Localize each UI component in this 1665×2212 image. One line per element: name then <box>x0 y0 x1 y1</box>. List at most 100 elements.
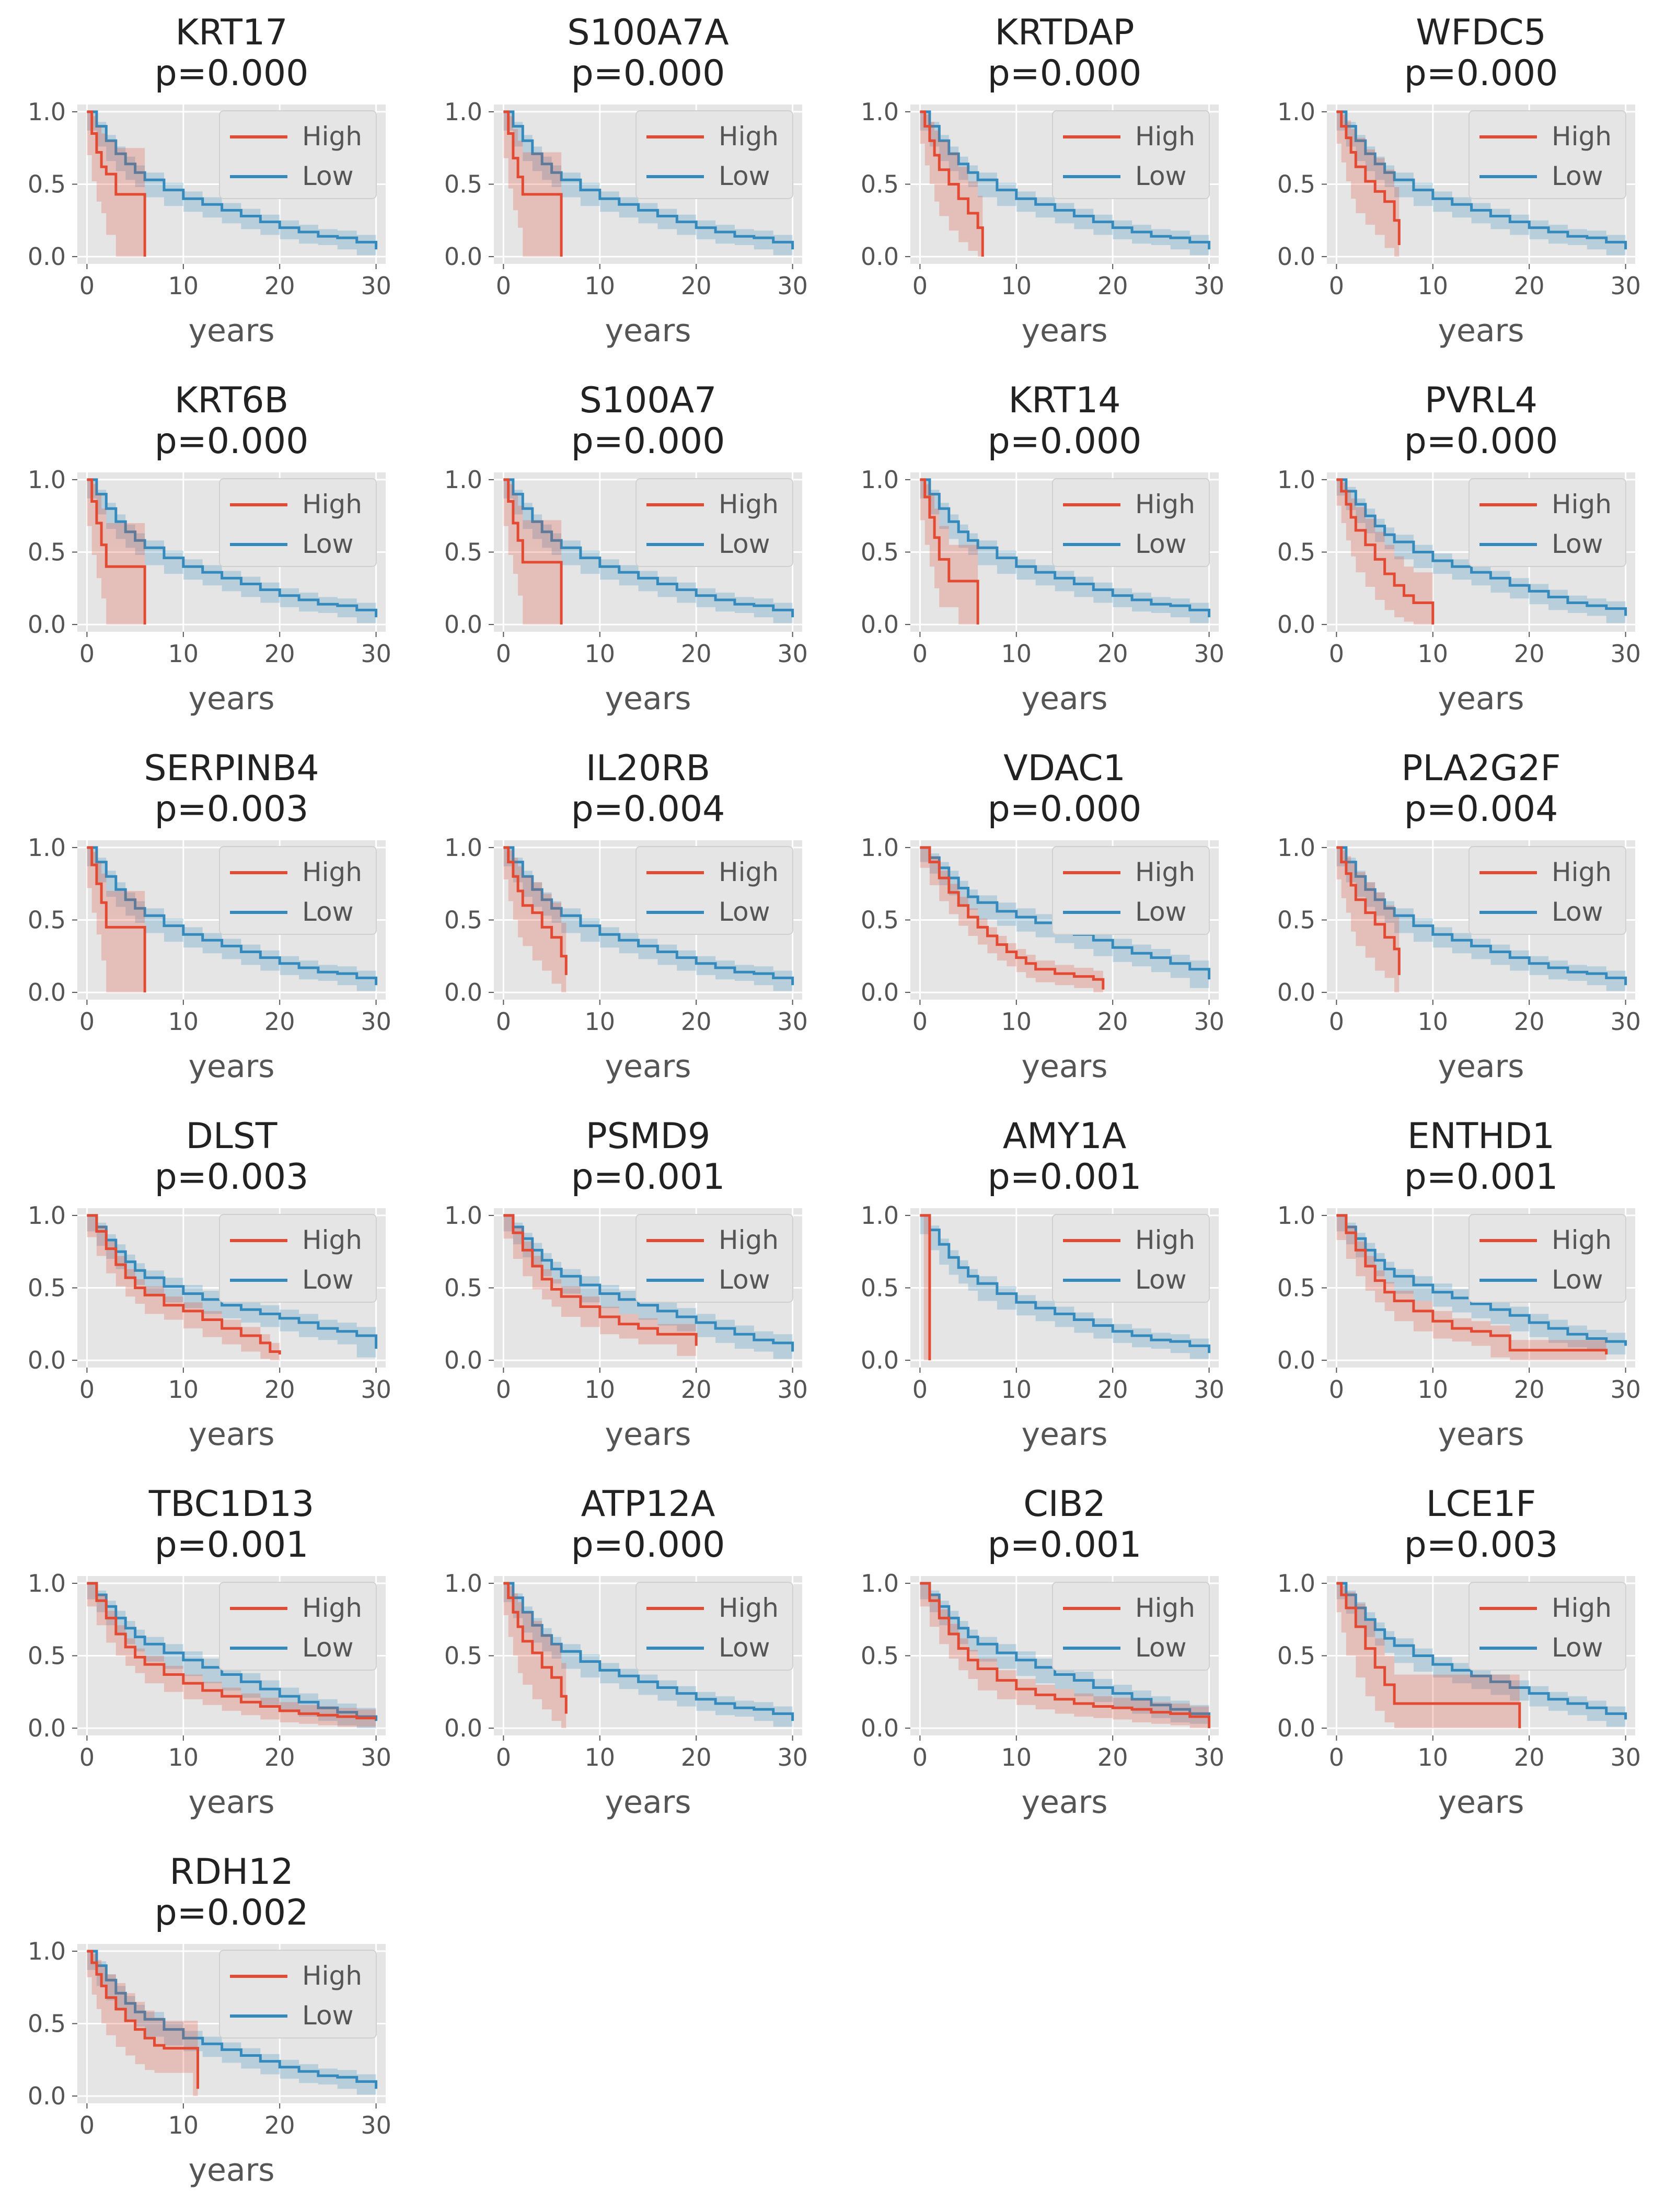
x-axis-label: years <box>1021 1416 1107 1453</box>
x-tick-label: 0 <box>79 1375 95 1404</box>
panel-title: PLA2G2F <box>1401 748 1560 789</box>
legend-label-high: High <box>719 1593 779 1623</box>
x-tick-label: 10 <box>168 272 199 300</box>
survival-line-low <box>87 846 378 986</box>
x-tick-label: 10 <box>1001 640 1032 668</box>
x-tick-label: 20 <box>681 1743 712 1771</box>
ci-band-low <box>920 479 1209 623</box>
survival-line-low <box>503 478 794 618</box>
x-axis-label: years <box>605 312 691 349</box>
legend-label-low: Low <box>1135 1632 1186 1663</box>
x-tick-label: 10 <box>168 2111 199 2139</box>
ci-band-high <box>503 1215 697 1356</box>
legend-label-low: Low <box>302 2000 353 2031</box>
x-tick-label: 0 <box>496 272 511 300</box>
y-tick-label: 0.0 <box>444 978 482 1006</box>
y-tick-label: 0.5 <box>1277 1642 1315 1670</box>
ci-band-low <box>1336 479 1626 623</box>
survival-line-low <box>87 1950 378 2089</box>
x-tick-label: 0 <box>912 640 928 668</box>
y-tick-label: 0.5 <box>861 1274 899 1302</box>
ci-band-low <box>503 111 793 256</box>
x-axis-label: years <box>1438 312 1524 349</box>
ci-band-high <box>920 1215 930 1361</box>
x-tick-label: 10 <box>1418 640 1449 668</box>
x-tick-label: 10 <box>168 1007 199 1036</box>
y-tick-label: 1.0 <box>28 1937 66 1965</box>
panel-title: WFDC5 <box>1416 12 1546 53</box>
x-tick-label: 30 <box>777 640 808 668</box>
x-axis-label: years <box>605 680 691 717</box>
legend-label-low: Low <box>1135 897 1186 927</box>
x-axis-label: years <box>1438 1048 1524 1085</box>
y-tick-label: 0.0 <box>861 1714 899 1742</box>
ci-band-low <box>1336 847 1626 991</box>
survival-line-high <box>87 110 146 257</box>
ci-band-low <box>920 111 1209 256</box>
y-tick-label: 0.0 <box>444 242 482 271</box>
x-tick-label: 0 <box>1329 1743 1344 1771</box>
series-group <box>503 846 794 993</box>
panel-title: S100A7 <box>580 380 717 421</box>
x-tick-label: 10 <box>585 640 616 668</box>
panel-pvalue: p=0.000 <box>988 421 1142 462</box>
survival-line-low <box>1336 110 1627 250</box>
ci-band-low <box>1336 111 1626 256</box>
panel-pvalue: p=0.000 <box>571 421 725 462</box>
panel-title: PSMD9 <box>586 1116 710 1157</box>
panel-title: KRT17 <box>176 12 288 53</box>
panel-pvalue: p=0.001 <box>1404 1156 1558 1198</box>
series-group <box>87 1582 378 1729</box>
x-tick-label: 10 <box>1001 1007 1032 1036</box>
x-axis-label: years <box>1438 680 1524 717</box>
x-tick-label: 20 <box>681 1007 712 1036</box>
panel-title: PVRL4 <box>1425 380 1537 421</box>
x-tick-label: 0 <box>79 1743 95 1771</box>
ci-band-low <box>87 479 376 623</box>
panel-title: DLST <box>186 1116 278 1157</box>
panel-pvalue: p=0.002 <box>155 1892 309 1933</box>
y-tick-label: 0.0 <box>861 610 899 639</box>
y-tick-label: 0.5 <box>1277 170 1315 199</box>
panel-title: LCE1F <box>1426 1484 1536 1525</box>
x-tick-label: 20 <box>1097 640 1128 668</box>
legend-label-high: High <box>1552 489 1612 519</box>
x-tick-label: 30 <box>361 1007 391 1036</box>
x-axis-label: years <box>188 2152 274 2188</box>
survival-line-low <box>1336 1582 1627 1720</box>
y-tick-label: 0.5 <box>28 538 66 566</box>
panel-pvalue: p=0.000 <box>155 53 309 94</box>
legend-label-high: High <box>1552 857 1612 887</box>
series-group <box>920 1582 1211 1729</box>
y-tick-label: 1.0 <box>444 1201 482 1230</box>
x-tick-label: 0 <box>1329 1007 1344 1036</box>
series-group <box>1336 478 1627 625</box>
series-group <box>920 846 1211 993</box>
legend-label-high: High <box>719 1225 779 1255</box>
legend-label-low: Low <box>302 897 353 927</box>
ci-band-low <box>503 847 793 991</box>
series-group <box>503 478 794 625</box>
survival-line-high <box>1336 1582 1521 1729</box>
x-tick-label: 30 <box>1194 1007 1224 1036</box>
y-tick-label: 0.0 <box>861 978 899 1006</box>
x-tick-label: 10 <box>1418 1743 1449 1771</box>
x-tick-label: 10 <box>1418 1007 1449 1036</box>
y-tick-label: 0.5 <box>28 906 66 934</box>
legend-label-low: Low <box>719 529 770 559</box>
legend-label-low: Low <box>1552 1265 1603 1295</box>
x-tick-label: 20 <box>1514 1743 1545 1771</box>
series-group <box>920 110 1211 257</box>
x-tick-label: 0 <box>496 1007 511 1036</box>
panel-pvalue: p=0.001 <box>988 1524 1142 1566</box>
ci-band-high <box>87 1951 198 2097</box>
y-tick-label: 0.0 <box>28 1346 66 1374</box>
y-tick-label: 1.0 <box>444 1569 482 1597</box>
survival-line-low <box>1336 478 1627 616</box>
